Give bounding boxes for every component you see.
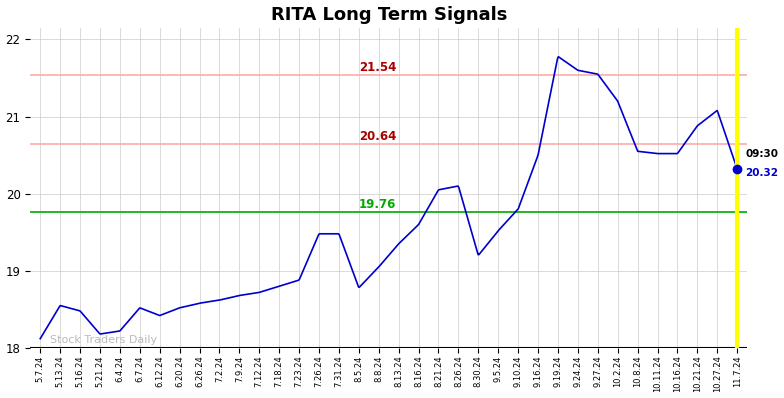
Text: 19.76: 19.76 [359, 198, 396, 211]
Text: Stock Traders Daily: Stock Traders Daily [50, 335, 158, 345]
Text: 09:30: 09:30 [745, 148, 779, 158]
Text: 20.32: 20.32 [745, 168, 779, 178]
Text: 20.64: 20.64 [359, 131, 396, 144]
Title: RITA Long Term Signals: RITA Long Term Signals [270, 6, 507, 23]
Text: 21.54: 21.54 [359, 61, 396, 74]
